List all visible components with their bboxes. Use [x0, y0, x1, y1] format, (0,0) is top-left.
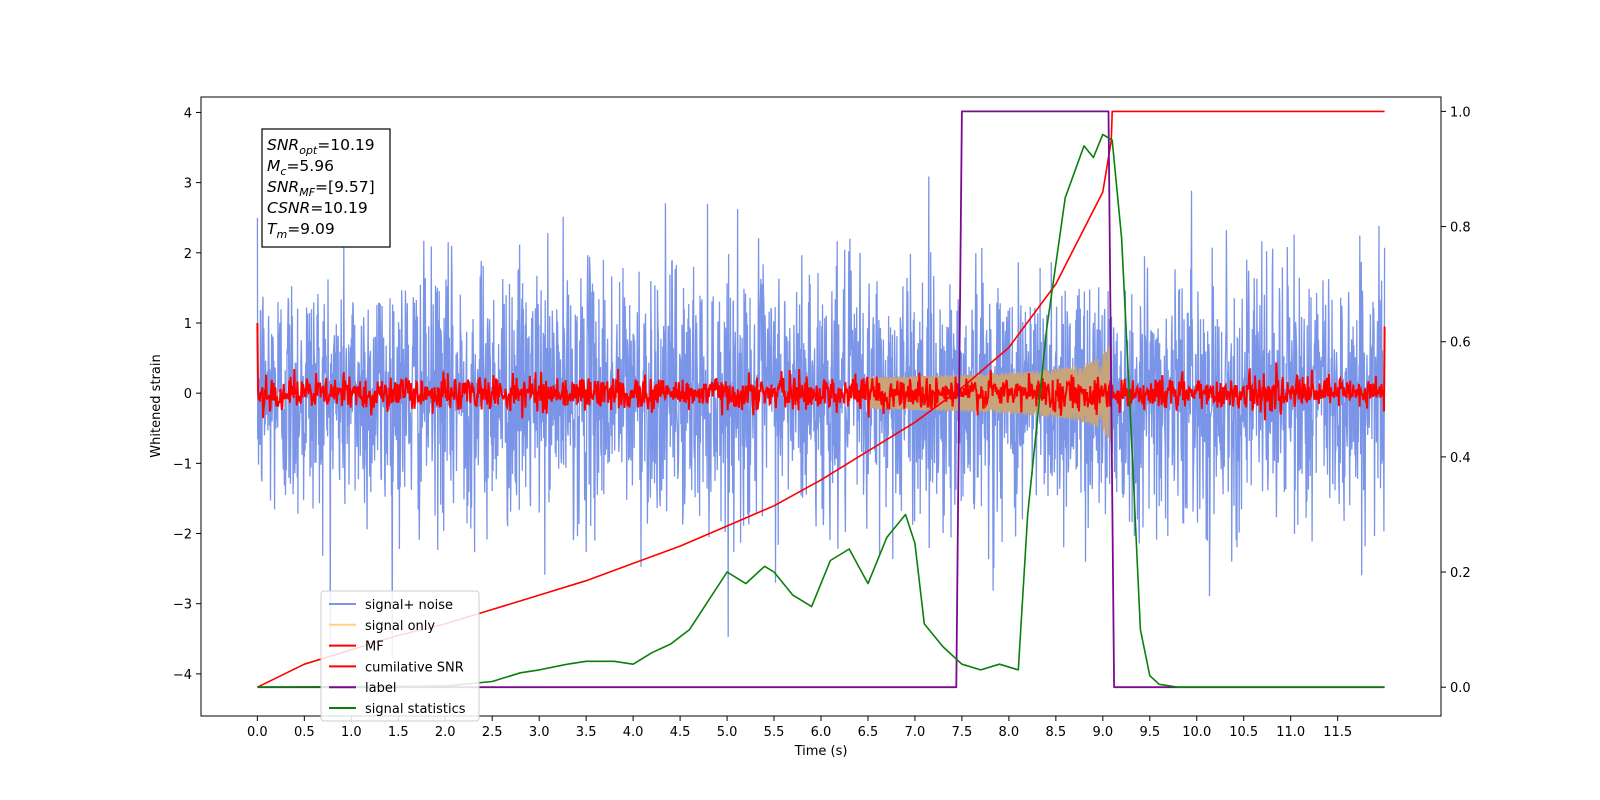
y2-tick-label: 0.6 [1450, 336, 1471, 351]
x-tick-label: 0.5 [294, 725, 315, 740]
x-tick-label: 11.0 [1276, 725, 1305, 740]
x-tick-label: 11.5 [1323, 725, 1352, 740]
x-tick-label: 10.5 [1229, 725, 1258, 740]
y-tick-label: 2 [184, 247, 192, 262]
x-tick-label: 7.5 [952, 725, 973, 740]
x-tick-label: 4.5 [670, 725, 691, 740]
legend-label: signal statistics [365, 702, 466, 717]
x-tick-label: 9.5 [1139, 725, 1160, 740]
y-tick-label: 4 [184, 106, 192, 121]
x-tick-label: 2.5 [482, 725, 503, 740]
info-snr-mf: SNRMF=[9.57] [267, 178, 375, 199]
legend-label: cumilative SNR [365, 660, 464, 675]
y-tick-label: 1 [184, 317, 192, 332]
y-tick-label: −4 [173, 668, 192, 683]
x-tick-label: 4.0 [623, 725, 644, 740]
y2-tick-label: 0.8 [1450, 221, 1471, 236]
y-tick-label: −1 [173, 457, 192, 472]
series-mf [256, 322, 1386, 421]
x-axis: 0.0 0.5 1.0 1.5 2.0 2.5 3.0 3.5 4.0 4.5 5.0 5.5 6.0 6… [247, 716, 1352, 740]
info-tm: Tm=9.09 [267, 220, 335, 241]
x-tick-label: 7.0 [905, 725, 926, 740]
info-snr-opt: SNRopt=10.19 [267, 136, 375, 157]
x-tick-label: 8.5 [1046, 725, 1067, 740]
y-tick-label: −3 [173, 598, 192, 613]
y2-tick-label: 0.0 [1450, 681, 1471, 696]
x-tick-label: 5.0 [717, 725, 738, 740]
y-tick-label: −2 [173, 528, 192, 543]
x-axis-label: Time (s) [794, 744, 848, 759]
x-tick-label: 3.0 [529, 725, 550, 740]
x-tick-label: 0.0 [247, 725, 268, 740]
info-box: SNRopt=10.19 Mc=5.96 SNRMF=[9.57] CSNR=1… [261, 128, 391, 248]
series-label [257, 110, 1385, 689]
x-tick-label: 9.0 [1092, 725, 1113, 740]
y2-tick-label: 0.2 [1450, 566, 1471, 581]
x-tick-label: 1.5 [388, 725, 409, 740]
y-axis-right: 1.0 0.8 0.6 0.4 0.2 0.0 [1441, 105, 1471, 696]
y2-tick-label: 0.4 [1450, 451, 1471, 466]
legend: signal+ noise signal only MF cumilative SNR… [320, 590, 480, 722]
y-tick-label: 0 [184, 387, 192, 402]
y-axis-label: Whitened strain [149, 354, 164, 457]
x-tick-label: 1.0 [341, 725, 362, 740]
y-axis-left: 4 3 2 1 0 −1 −2 −3 −4 [173, 106, 201, 683]
x-tick-label: 3.5 [576, 725, 597, 740]
x-tick-label: 10.0 [1182, 725, 1211, 740]
info-csnr: CSNR=10.19 [267, 199, 368, 217]
y2-tick-label: 1.0 [1450, 105, 1471, 120]
legend-label: signal+ noise [365, 598, 453, 613]
x-tick-label: 6.5 [858, 725, 879, 740]
legend-label: label [365, 681, 396, 696]
y-tick-label: 3 [184, 177, 192, 192]
legend-label: signal only [365, 619, 435, 634]
series-signal-noise [256, 176, 1386, 659]
series-signal-statistics [257, 133, 1385, 689]
x-tick-label: 5.5 [764, 725, 785, 740]
legend-label: MF [365, 640, 384, 655]
info-mc: Mc=5.96 [267, 157, 334, 178]
x-tick-label: 6.0 [811, 725, 832, 740]
x-tick-label: 2.0 [435, 725, 456, 740]
x-tick-label: 8.0 [999, 725, 1020, 740]
